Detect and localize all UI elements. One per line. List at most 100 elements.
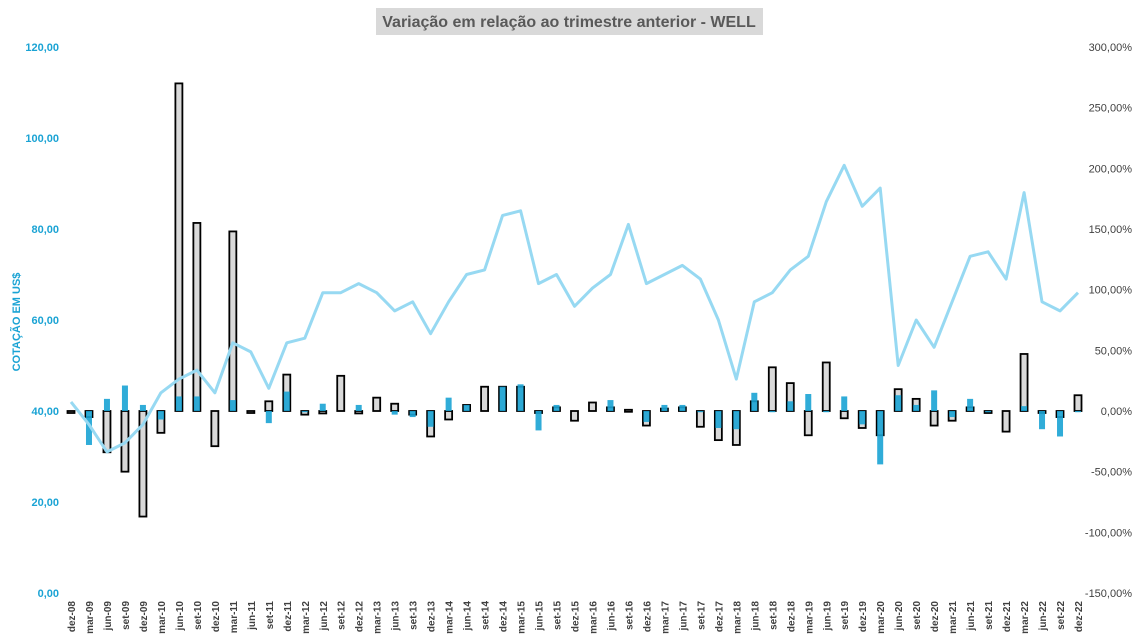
x-tick-label: dez-10 bbox=[211, 601, 222, 633]
x-axis-ticks: dez-08 mar-09 jun-09 set-09 dez-09 mar-10 jun-… bbox=[67, 601, 1085, 634]
right-tick-label: 150,00% bbox=[1089, 224, 1133, 236]
left-tick-label: 100,00 bbox=[25, 133, 59, 145]
outlined-bar bbox=[264, 400, 274, 412]
blue-bar bbox=[913, 404, 920, 411]
blue-bar bbox=[823, 411, 830, 413]
blue-bar bbox=[139, 404, 146, 411]
right-tick-label: 300,00% bbox=[1089, 42, 1133, 54]
blue-bar bbox=[679, 404, 686, 411]
x-tick-label: jun-12 bbox=[319, 601, 330, 632]
x-tick-label: jun-16 bbox=[607, 601, 618, 632]
blue-bar bbox=[175, 396, 182, 411]
x-tick-label: set-17 bbox=[696, 601, 707, 630]
blue-bar bbox=[751, 392, 758, 411]
x-tick-label: set-16 bbox=[624, 601, 635, 630]
outlined-bar bbox=[839, 410, 849, 420]
blue-bar bbox=[319, 403, 326, 411]
x-tick-label: jun-20 bbox=[894, 601, 905, 632]
outlined-bar bbox=[480, 385, 489, 412]
x-tick-label: mar-20 bbox=[876, 601, 887, 634]
price-line bbox=[69, 163, 1080, 454]
x-tick-label: mar-15 bbox=[517, 601, 528, 634]
x-tick-label: mar-09 bbox=[85, 601, 96, 634]
x-tick-label: jun-14 bbox=[463, 601, 474, 632]
x-tick-label: dez-11 bbox=[283, 601, 294, 632]
x-tick-label: mar-18 bbox=[732, 601, 743, 634]
x-tick-label: dez-18 bbox=[786, 601, 797, 633]
blue-bar bbox=[103, 398, 110, 411]
blue-bar bbox=[895, 395, 902, 411]
x-tick-label: mar-14 bbox=[445, 601, 456, 634]
right-tick-label: 250,00% bbox=[1089, 103, 1133, 115]
outlined-bar bbox=[228, 230, 238, 412]
blue-bar bbox=[805, 394, 812, 411]
x-tick-label: set-12 bbox=[337, 601, 348, 630]
x-tick-label: jun-17 bbox=[678, 601, 689, 632]
x-tick-label: jun-10 bbox=[175, 601, 186, 632]
x-tick-label: set-11 bbox=[265, 601, 276, 630]
x-tick-label: mar-16 bbox=[589, 601, 600, 634]
title-background bbox=[376, 8, 763, 35]
x-tick-label: mar-17 bbox=[660, 601, 671, 634]
blue-bar bbox=[229, 400, 236, 411]
blue-bar bbox=[967, 398, 974, 411]
outlined-bar bbox=[695, 410, 705, 428]
blue-bar bbox=[697, 411, 704, 413]
blue-bar bbox=[409, 411, 416, 418]
x-tick-label: mar-10 bbox=[157, 601, 168, 634]
x-tick-label: dez-21 bbox=[1002, 601, 1013, 633]
x-tick-label: jun-22 bbox=[1038, 601, 1049, 632]
blue-bar bbox=[283, 391, 290, 411]
right-tick-label: 100,00% bbox=[1089, 285, 1133, 297]
chart-title: Variação em relação ao trimestre anterio… bbox=[382, 14, 756, 31]
right-tick-label: -100,00% bbox=[1085, 527, 1132, 539]
left-axis-ticks: 0,00 20,00 40,00 60,00 80,00 100,00 120,00 bbox=[25, 42, 59, 600]
x-tick-label: jun-18 bbox=[750, 601, 761, 632]
blue-bar bbox=[931, 390, 938, 411]
blue-bar bbox=[985, 411, 992, 413]
blue-bar bbox=[643, 411, 650, 422]
right-tick-label: 50,00% bbox=[1095, 345, 1133, 357]
y-axis-left-label: COTAÇÃO EM US$ bbox=[10, 273, 23, 372]
outlined-bar bbox=[210, 410, 220, 448]
outlined-bar bbox=[318, 410, 328, 415]
blue-bar bbox=[553, 404, 560, 411]
x-tick-label: jun-13 bbox=[391, 601, 402, 632]
blue-bar bbox=[877, 411, 884, 465]
x-tick-label: dez-08 bbox=[67, 601, 78, 633]
x-tick-label: set-15 bbox=[553, 601, 564, 630]
blue-bar bbox=[355, 404, 362, 411]
blue-bar bbox=[1021, 406, 1028, 411]
x-tick-label: dez-15 bbox=[571, 601, 582, 633]
blue-bar bbox=[859, 411, 866, 425]
outlined-bar bbox=[354, 410, 364, 415]
left-tick-label: 80,00 bbox=[31, 224, 59, 236]
blue-bar bbox=[301, 411, 308, 413]
blue-bar bbox=[535, 411, 542, 431]
blue-bar bbox=[427, 411, 434, 427]
right-axis-ticks: -150,00% -100,00% -50,00% 0,00% 50,00% 100,00… bbox=[1085, 42, 1132, 600]
x-tick-label: dez-19 bbox=[858, 601, 869, 633]
x-tick-label: set-09 bbox=[121, 601, 132, 630]
right-tick-label: -50,00% bbox=[1091, 467, 1132, 479]
blue-bar bbox=[265, 411, 272, 424]
blue-bar bbox=[391, 411, 398, 415]
x-tick-label: set-19 bbox=[840, 601, 851, 630]
outlined-bar bbox=[372, 396, 382, 412]
blue-bar bbox=[1075, 411, 1081, 413]
outlined-bar bbox=[1001, 410, 1011, 433]
blue-bar bbox=[607, 400, 614, 411]
blue-bar bbox=[949, 411, 956, 418]
blue-bar bbox=[1057, 411, 1064, 437]
outlined-bar bbox=[803, 410, 813, 437]
right-tick-label: -150,00% bbox=[1085, 588, 1132, 600]
x-tick-label: dez-12 bbox=[355, 601, 366, 633]
blue-bar bbox=[85, 411, 92, 445]
x-tick-label: mar-22 bbox=[1020, 601, 1031, 634]
blue-bar bbox=[715, 411, 722, 428]
blue-bar bbox=[499, 386, 506, 411]
outlined-bar bbox=[336, 374, 346, 412]
x-tick-label: mar-11 bbox=[229, 601, 240, 634]
left-tick-label: 20,00 bbox=[31, 497, 59, 509]
